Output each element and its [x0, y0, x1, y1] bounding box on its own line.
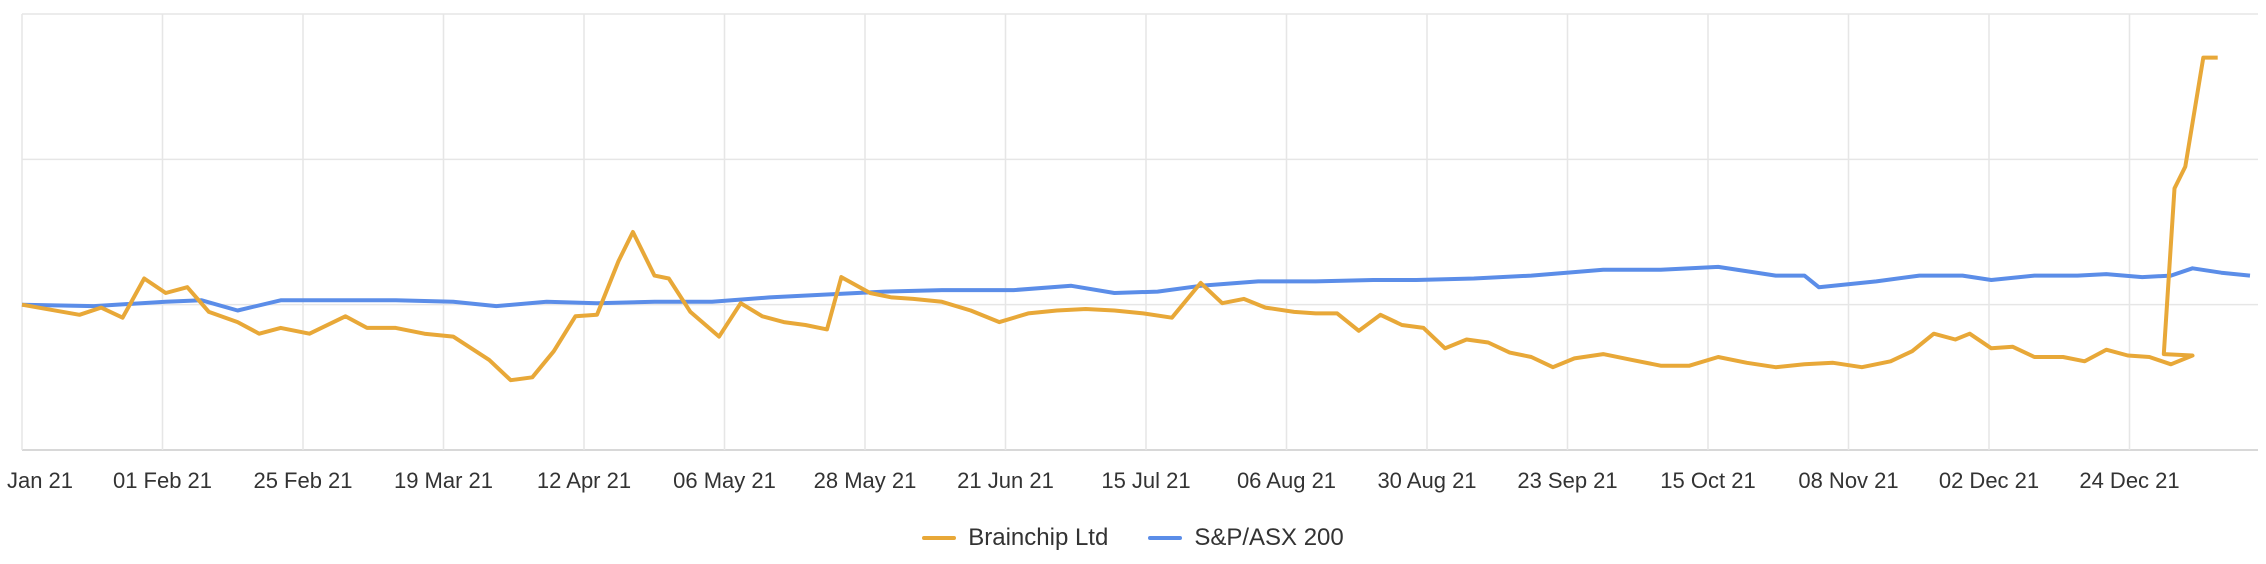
legend-swatch-brainchip — [922, 536, 957, 540]
x-tick-label: 28 May 21 — [814, 468, 917, 493]
x-tick-label: 12 Apr 21 — [537, 468, 631, 493]
x-tick-label: 19 Mar 21 — [394, 468, 493, 493]
legend-label-asx200: S&P/ASX 200 — [1194, 524, 1344, 551]
x-tick-label: 24 Dec 21 — [2079, 468, 2179, 493]
x-tick-label: 06 May 21 — [673, 468, 776, 493]
legend-swatch-asx200 — [1148, 536, 1183, 540]
grid-lines — [21, 13, 2258, 451]
x-tick-label: 25 Feb 21 — [253, 468, 352, 493]
x-tick-label: 06 Aug 21 — [1237, 468, 1336, 493]
series-line-asx200[interactable] — [21, 264, 2251, 313]
legend-item-brainchip[interactable]: Brainchip Ltd — [922, 524, 1108, 552]
x-tick-label: 08 Nov 21 — [1798, 468, 1898, 493]
x-axis: Jan 21 01 Feb 21 25 Feb 21 19 Mar 21 12 Apr … — [7, 468, 2180, 493]
x-tick-label: Jan 21 — [7, 468, 73, 493]
legend-item-asx200[interactable]: S&P/ASX 200 — [1148, 524, 1344, 552]
legend-label-brainchip: Brainchip Ltd — [968, 524, 1109, 551]
x-tick-label: 30 Aug 21 — [1377, 468, 1476, 493]
series-line-brainchip[interactable] — [21, 55, 2218, 383]
x-tick-label: 15 Jul 21 — [1101, 468, 1190, 493]
series-lines — [21, 55, 2251, 383]
x-tick-label: 02 Dec 21 — [1939, 468, 2039, 493]
x-tick-label: 23 Sep 21 — [1517, 468, 1617, 493]
chart-legend: Brainchip Ltd S&P/ASX 200 — [0, 524, 2266, 552]
x-tick-label: 21 Jun 21 — [957, 468, 1054, 493]
x-tick-label: 01 Feb 21 — [113, 468, 212, 493]
x-tick-label: 15 Oct 21 — [1660, 468, 1755, 493]
